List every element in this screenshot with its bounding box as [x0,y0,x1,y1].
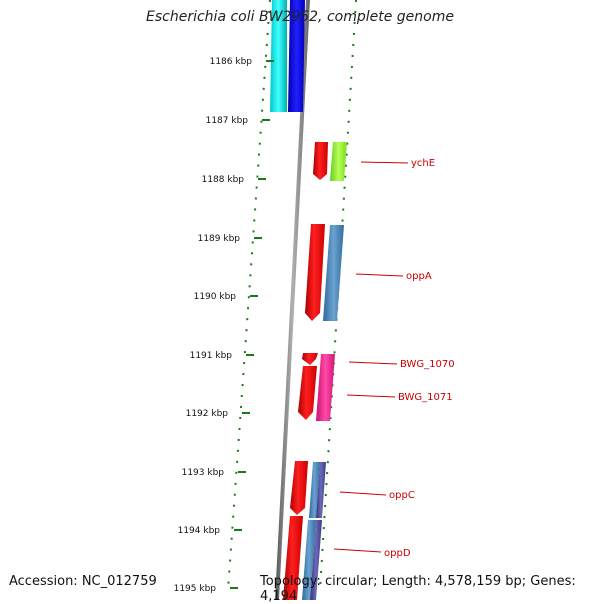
feature-oppC-slate [316,462,326,518]
gene-leader-line [348,361,398,365]
genome-backbone [275,0,310,600]
gene-leader-line [333,548,382,553]
kbp-ticks: 1186 kbp 1187 kbp 1188 kbp 1189 kbp 1190 kbp… [174,57,274,594]
gene-label: oppD [384,548,411,559]
feature-oppC-red [290,461,308,515]
kbp-tick-label: 1186 kbp [210,57,253,67]
feature-oppA-red [305,224,325,321]
feature-bwg1070-red-small [302,353,318,365]
kbp-tick-label: 1187 kbp [206,116,249,126]
gene-label: BWG_1070 [400,359,455,370]
gene-label: BWG_1071 [398,392,453,403]
feature-cyan [270,0,287,112]
kbp-tick-label: 1191 kbp [190,351,233,361]
feature-bwg1071-red [298,366,317,420]
feature-blue [288,0,305,112]
feature-oppD-steel [302,520,316,600]
gene-leader-line [355,273,404,277]
gene-labels: ychE oppA BWG_1070 BWG_1071 oppC oppD [333,158,455,559]
kbp-tick-label: 1193 kbp [182,468,225,478]
feature-ychE-lime [330,142,347,181]
gene-leader-line [346,394,396,398]
feature-ychE-red [313,142,328,180]
feature-bwg1071-pink [316,354,335,421]
kbp-tick-label: 1190 kbp [194,292,237,302]
gene-label: ychE [411,158,435,169]
feature-oppD-slate [310,520,322,600]
feature-oppD-red [283,516,303,600]
gene-label: oppC [389,490,415,501]
gene-label: oppA [406,271,432,282]
gene-leader-line [360,161,409,164]
kbp-tick-label: 1189 kbp [198,234,241,244]
kbp-tick-label: 1194 kbp [178,526,221,536]
feature-oppC-steel [309,462,320,518]
kbp-tick-label: 1192 kbp [186,409,229,419]
kbp-tick-label: 1195 kbp [174,584,217,594]
map-title: Escherichia coli BW2952, complete genome [146,9,454,25]
gene-leader-line [339,491,387,496]
accession-text: Accession: NC_012759 [9,574,157,589]
feature-oppA-blue [323,225,344,321]
kbp-tick-label: 1188 kbp [202,175,245,185]
